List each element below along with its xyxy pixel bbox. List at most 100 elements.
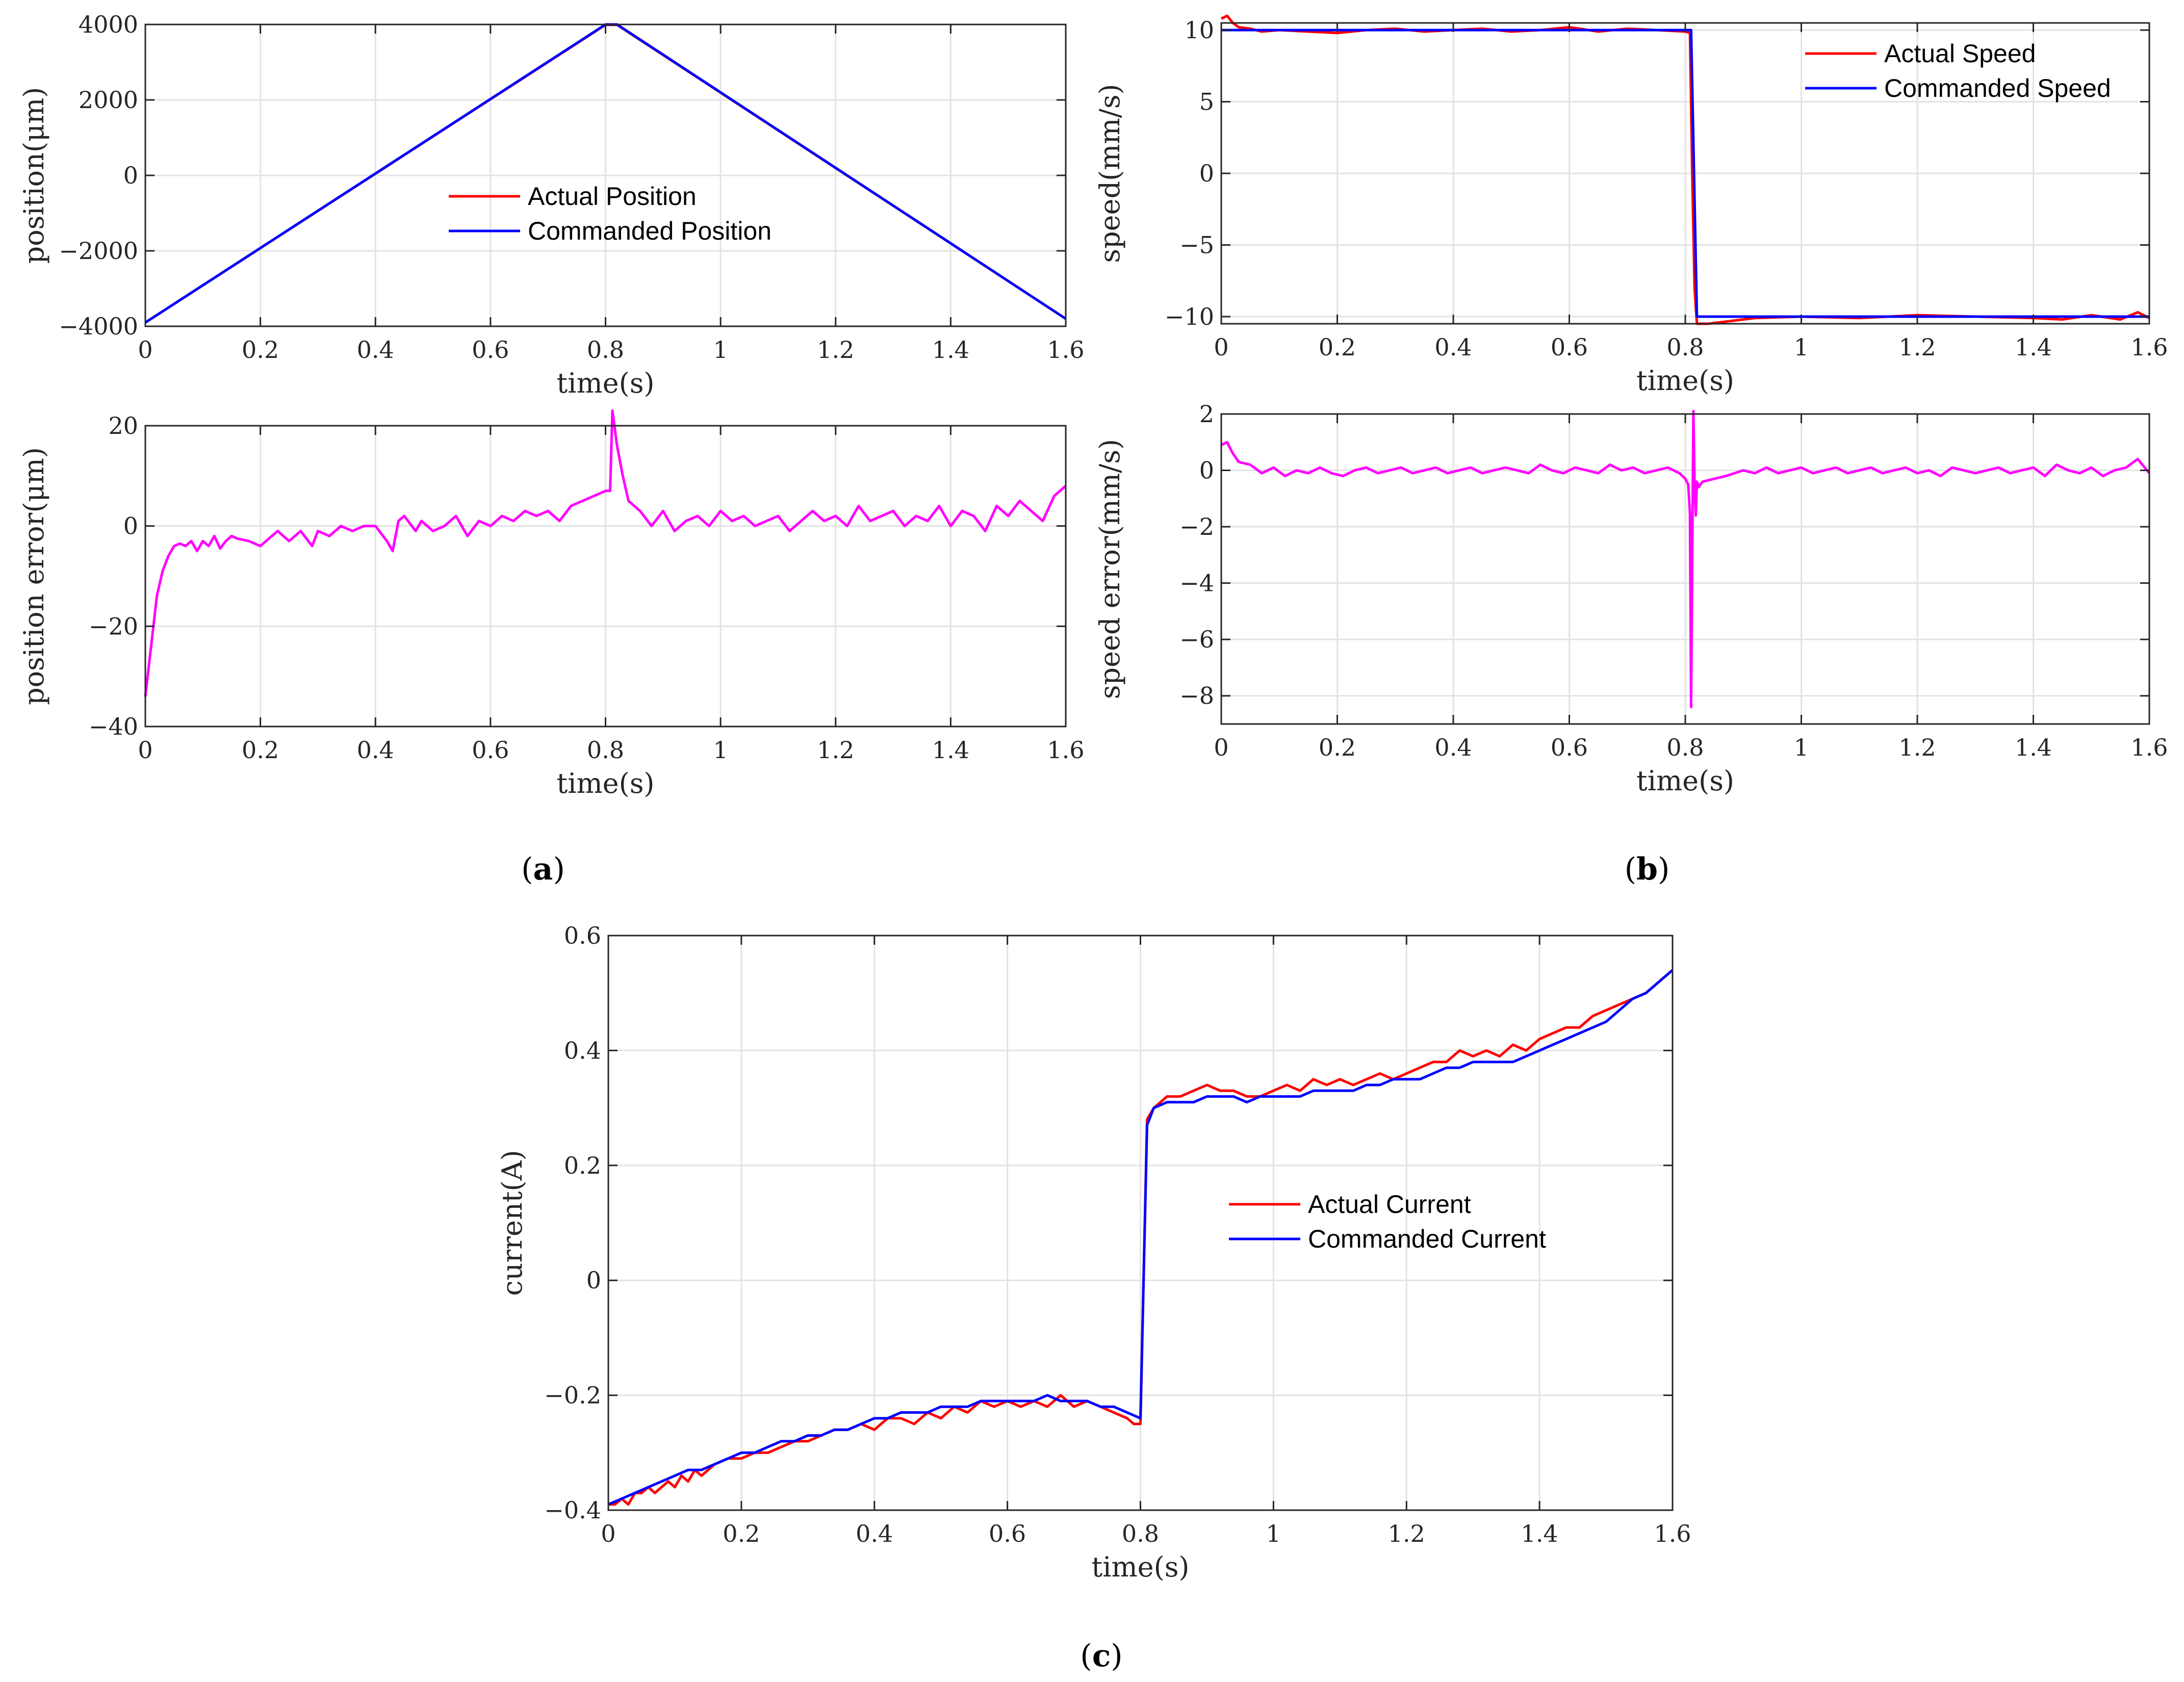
y-tick-label: 0.6 [564,922,601,949]
x-tick-label: 1 [713,336,728,364]
legend-label: Actual Current [1308,1190,1471,1219]
x-tick-label: 0.4 [856,1520,893,1547]
panel-caption-a: (a) [521,851,565,887]
chart-speed: 0 0.2 0.4 0.6 0.8 1 1.2 1.4 1.6 −10 −5 0 5 10 time(s) s… [1094,14,2168,397]
legend-label: Actual Speed [1884,39,2036,68]
x-tick-label: 0.4 [1434,333,1472,361]
legend-label: Commanded Current [1308,1225,1546,1253]
x-tick-label: 0 [138,736,152,764]
legend: Actual Speed Commanded Speed [1805,39,2111,102]
x-axis-label: time(s) [557,367,655,399]
y-tick-label: −5 [1179,231,1214,258]
legend-label: Actual Position [528,182,697,211]
x-tick-label: 0.4 [357,336,394,364]
y-tick-label: 4000 [79,11,138,38]
x-tick-label: 0.2 [1319,333,1356,361]
series-line-speed-error [1220,410,2150,709]
series-line-commanded-current [608,969,1674,1506]
series-line-commanded-speed [1221,29,2149,318]
x-tick-label: 0.8 [1666,333,1704,361]
x-tick-label: 1.2 [817,736,854,764]
x-tick-label: 1.4 [2015,333,2052,361]
x-axis-label: time(s) [557,767,655,799]
series-line-position-error [144,409,1067,697]
x-tick-label: 0.6 [1551,333,1588,361]
y-tick-label: 0 [586,1266,601,1294]
chart-speederr: 0 0.2 0.4 0.6 0.8 1 1.2 1.4 1.6 −8 −6 −4 −2 0 2 time(s)… [1094,400,2168,797]
y-tick-label: 0.2 [564,1152,601,1179]
x-tick-label: 0.8 [1122,1520,1159,1547]
chart-pos: 0 0.2 0.4 0.6 0.8 1 1.2 1.4 1.6 −4000 −2000 0 2000 40… [18,11,1085,399]
y-tick-label: −2000 [59,237,138,265]
x-axis-label: time(s) [1636,765,1734,797]
panel-caption-b: (b) [1625,851,1670,887]
x-tick-label: 0.8 [587,736,624,764]
x-tick-label: 1.2 [1898,333,1936,361]
y-tick-label: −0.4 [544,1496,601,1524]
x-tick-label: 1.6 [1654,1520,1691,1547]
y-tick-label: 20 [108,412,138,439]
legend: Actual Position Commanded Position [449,182,772,245]
y-axis-label: position(μm) [18,87,50,264]
x-tick-label: 1 [1794,333,1809,361]
y-tick-label: −4 [1179,570,1214,597]
legend-label: Commanded Speed [1884,74,2111,102]
x-tick-label: 1 [1266,1520,1281,1547]
y-tick-label: 5 [1199,88,1214,116]
x-tick-label: 1.4 [932,736,969,764]
y-axis-label: position error(μm) [18,447,50,705]
y-tick-label: 0 [1199,457,1214,484]
x-axis-label: time(s) [1092,1551,1190,1583]
x-tick-label: 0.6 [472,736,509,764]
x-tick-label: 1.6 [2130,333,2168,361]
x-tick-label: 0.4 [1434,734,1472,761]
x-tick-label: 0 [138,336,152,364]
y-tick-label: −6 [1179,626,1214,653]
x-tick-label: 1.4 [1521,1520,1558,1547]
x-tick-label: 0.4 [357,736,394,764]
y-tick-label: −4000 [59,313,138,340]
y-tick-label: 0 [123,512,138,540]
y-tick-label: −2 [1179,513,1214,540]
x-tick-label: 1.4 [2015,734,2052,761]
x-tick-label: 0.8 [587,336,624,364]
y-tick-label: −8 [1179,682,1214,710]
y-tick-label: −10 [1165,303,1214,330]
y-tick-label: −0.2 [544,1382,601,1409]
x-tick-label: 1 [713,736,728,764]
x-tick-label: 0 [601,1520,615,1547]
y-tick-label: 0 [1199,160,1214,187]
panel-caption-c: (c) [1080,1638,1122,1674]
y-tick-label: 2000 [79,86,138,114]
x-tick-label: 1.4 [932,336,969,364]
x-tick-label: 1.6 [2130,734,2168,761]
x-tick-label: 0.6 [1551,734,1588,761]
x-tick-label: 0 [1214,333,1228,361]
y-tick-label: −40 [89,713,138,740]
legend-label: Commanded Position [528,217,772,245]
y-tick-label: 10 [1184,16,1214,44]
x-tick-label: 0.2 [1319,734,1356,761]
x-tick-label: 0.2 [242,336,279,364]
x-tick-label: 1.2 [817,336,854,364]
y-tick-label: −20 [89,612,138,640]
x-tick-label: 0.8 [1666,734,1704,761]
x-tick-label: 1 [1794,734,1809,761]
y-tick-label: 0.4 [564,1037,601,1064]
x-tick-label: 0.2 [723,1520,760,1547]
y-tick-label: 2 [1199,400,1214,428]
chart-poserr: 0 0.2 0.4 0.6 0.8 1 1.2 1.4 1.6 −40 −20 0 20 time(s) p… [18,409,1085,799]
x-tick-label: 0 [1214,734,1228,761]
x-tick-label: 1.6 [1047,736,1084,764]
x-tick-label: 1.2 [1388,1520,1425,1547]
x-tick-label: 0.6 [989,1520,1026,1547]
y-axis-label: current(A) [496,1150,528,1296]
x-tick-label: 1.2 [1898,734,1936,761]
legend: Actual Current Commanded Current [1229,1190,1546,1253]
chart-current: 0 0.2 0.4 0.6 0.8 1 1.2 1.4 1.6 −0.4 −0.2 0 0.2 0.4 0.… [496,922,1691,1583]
x-axis-label: time(s) [1636,365,1734,397]
x-tick-label: 0.6 [472,336,509,364]
x-tick-label: 1.6 [1047,336,1084,364]
y-tick-label: 0 [123,162,138,189]
